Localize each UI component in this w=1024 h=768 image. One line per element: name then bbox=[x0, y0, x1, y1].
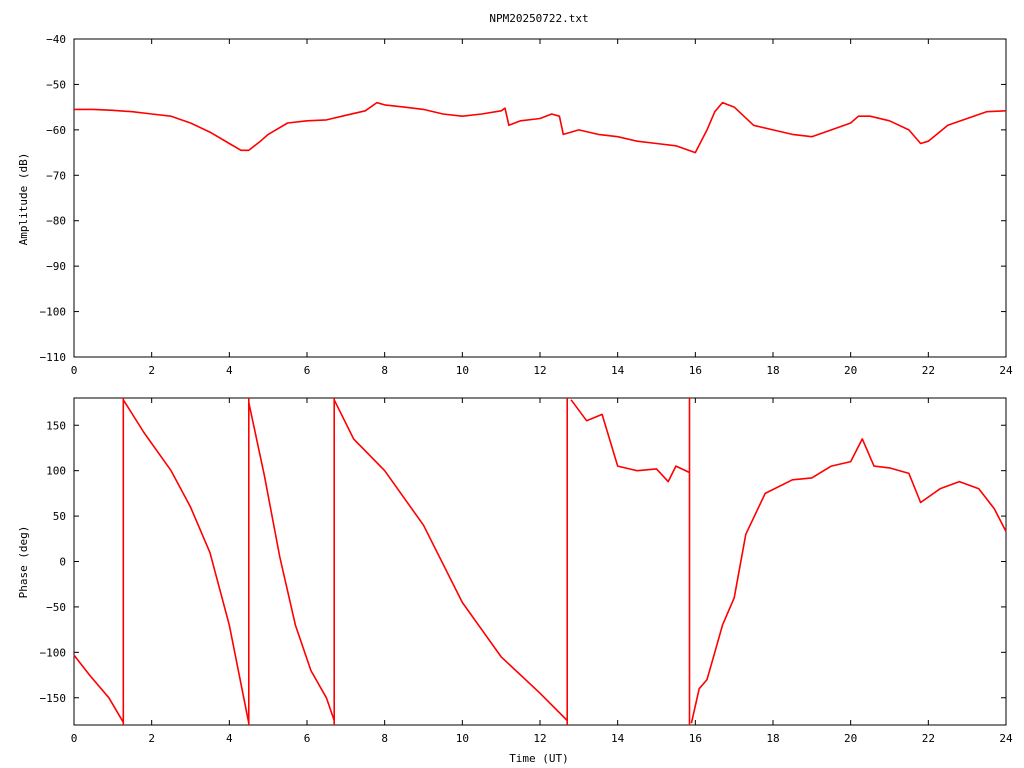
x-tick-label: 8 bbox=[381, 364, 388, 377]
y-tick-label: −100 bbox=[40, 646, 67, 659]
y-tick-label: −110 bbox=[40, 351, 67, 364]
x-tick-label: 16 bbox=[689, 732, 702, 745]
phase-series-line bbox=[570, 399, 690, 483]
phase-series-line bbox=[73, 654, 124, 723]
x-tick-label: 6 bbox=[304, 732, 311, 745]
y-tick-label: −40 bbox=[46, 33, 66, 46]
y-tick-label: −50 bbox=[46, 78, 66, 91]
y-tick-label: −150 bbox=[40, 692, 67, 705]
chart-title: NPM20250722.txt bbox=[489, 12, 588, 25]
x-tick-label: 10 bbox=[456, 364, 469, 377]
x-tick-label: 8 bbox=[381, 732, 388, 745]
x-tick-label: 20 bbox=[844, 732, 857, 745]
y-tick-label: −90 bbox=[46, 260, 66, 273]
x-tick-label: 4 bbox=[226, 364, 233, 377]
phase-panel: 0 2 4 6 8 10 12 14 16 18 20 22 24150100500−50−100−15… bbox=[40, 397, 1013, 745]
y-tick-label: 150 bbox=[46, 419, 66, 432]
amplitude-panel: 0 2 4 6 8 10 12 14 16 18 20 22 24−40−50−60−70−80−90−… bbox=[40, 33, 1013, 377]
x-tick-label: 18 bbox=[766, 364, 779, 377]
x-tick-label: 14 bbox=[611, 732, 625, 745]
x-tick-label: 14 bbox=[611, 364, 625, 377]
phase-series-line bbox=[333, 399, 568, 722]
amplitude-series-line bbox=[74, 101, 1007, 154]
amplitude-y-axis-label: Amplitude (dB) bbox=[17, 153, 30, 246]
y-tick-label: −50 bbox=[46, 601, 66, 614]
y-tick-label: −60 bbox=[46, 124, 66, 137]
x-tick-label: 2 bbox=[148, 732, 155, 745]
plot-frame bbox=[73, 38, 1007, 358]
y-tick-label: 50 bbox=[53, 510, 66, 523]
x-tick-label: 0 bbox=[71, 732, 78, 745]
y-tick-label: −80 bbox=[46, 215, 66, 228]
x-tick-label: 16 bbox=[689, 364, 702, 377]
x-tick-label: 24 bbox=[999, 732, 1013, 745]
x-tick-label: 20 bbox=[844, 364, 857, 377]
x-tick-label: 12 bbox=[533, 364, 546, 377]
y-tick-label: −70 bbox=[46, 169, 66, 182]
x-tick-label: 10 bbox=[456, 732, 469, 745]
x-tick-label: 0 bbox=[71, 364, 78, 377]
x-tick-label: 4 bbox=[226, 732, 233, 745]
phase-y-axis-label: Phase (deg) bbox=[17, 526, 30, 599]
x-tick-label: 12 bbox=[533, 732, 546, 745]
x-tick-label: 2 bbox=[148, 364, 155, 377]
y-tick-label: 100 bbox=[46, 465, 66, 478]
y-tick-label: −100 bbox=[40, 306, 67, 319]
x-tick-label: 18 bbox=[766, 732, 779, 745]
phase-series-line bbox=[248, 402, 335, 721]
x-tick-label: 22 bbox=[922, 364, 935, 377]
x-tick-label: 22 bbox=[922, 732, 935, 745]
phase-series-line bbox=[690, 438, 1007, 724]
x-tick-label: 6 bbox=[304, 364, 311, 377]
x-tick-label: 24 bbox=[999, 364, 1013, 377]
y-tick-label: 0 bbox=[59, 556, 66, 569]
time-x-axis-label: Time (UT) bbox=[509, 752, 569, 765]
phase-series-line bbox=[122, 399, 250, 724]
